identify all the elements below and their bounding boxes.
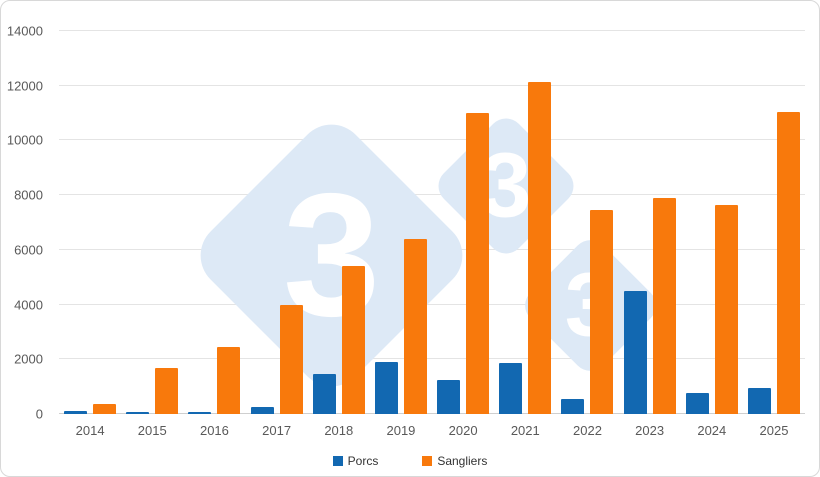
- bar-group-2023: 2023: [619, 31, 681, 438]
- gridline: [59, 30, 805, 31]
- legend: Porcs Sangliers: [1, 454, 819, 468]
- bar-sangliers-2025: [776, 111, 800, 414]
- legend-swatch: [332, 456, 343, 466]
- bar-porcs-2015: [126, 412, 150, 414]
- bar-sangliers-2021: [528, 81, 552, 414]
- legend-label: Sangliers: [437, 454, 488, 468]
- x-axis-label: 2014: [75, 423, 105, 438]
- y-axis-label: 10000: [6, 132, 43, 148]
- bar-group-2017: 2017: [246, 31, 308, 438]
- bar-group-2015: 2015: [121, 31, 183, 438]
- bar-group-2025: 2025: [743, 31, 805, 438]
- bar-porcs-2024: [685, 392, 709, 414]
- bar-porcs-2014: [64, 411, 88, 414]
- bar-porcs-2019: [374, 362, 398, 414]
- gridline: [59, 303, 805, 305]
- bar-sangliers-2018: [341, 266, 365, 414]
- y-axis-label: 12000: [6, 78, 43, 94]
- bar-group-2022: 2022: [556, 31, 618, 438]
- x-axis-label: 2015: [137, 423, 167, 438]
- y-axis-label: 4000: [14, 297, 43, 313]
- bar-groups: 2014 2015 2016 2017 2018 2019 2020 2021 2022 2023…: [59, 31, 805, 438]
- bar-sangliers-2019: [403, 238, 427, 414]
- legend-item-porcs: Porcs: [332, 454, 379, 468]
- bar-sangliers-2020: [466, 113, 490, 414]
- y-axis: 0 2000 4000 6000 8000 10000 12000 14000: [1, 24, 51, 422]
- bar-group-2014: 2014: [59, 31, 121, 438]
- bar-group-2024: 2024: [681, 31, 743, 438]
- bar-porcs-2018: [312, 374, 336, 414]
- gridline: [59, 194, 805, 196]
- x-axis-label: 2016: [199, 423, 229, 438]
- y-axis-label: 8000: [14, 187, 43, 203]
- bar-group-2016: 2016: [183, 31, 245, 438]
- bar-porcs-2021: [499, 362, 523, 414]
- bar-porcs-2023: [623, 290, 647, 414]
- gridline: [59, 358, 805, 360]
- bar-sangliers-2016: [217, 346, 241, 414]
- gridline: [59, 139, 805, 141]
- x-axis-label: 2020: [448, 423, 478, 438]
- x-axis-label: 2019: [386, 423, 416, 438]
- x-axis-label: 2023: [635, 423, 665, 438]
- legend-swatch: [422, 456, 433, 466]
- y-axis-label: 0: [35, 406, 43, 422]
- y-axis-label: 6000: [14, 242, 43, 258]
- x-axis-label: 2018: [324, 423, 354, 438]
- bar-porcs-2025: [747, 388, 771, 414]
- bar-porcs-2017: [250, 406, 274, 414]
- bar-sangliers-2015: [155, 367, 179, 414]
- bar-porcs-2020: [437, 379, 461, 414]
- bar-sangliers-2014: [93, 404, 117, 414]
- x-axis-label: 2021: [510, 423, 540, 438]
- bar-porcs-2022: [561, 398, 585, 414]
- gridline: [59, 84, 805, 86]
- bar-group-2018: 2018: [308, 31, 370, 438]
- bar-sangliers-2022: [590, 210, 614, 414]
- y-axis-label: 14000: [6, 23, 43, 39]
- bar-porcs-2016: [188, 411, 212, 414]
- bar-sangliers-2024: [714, 204, 738, 414]
- x-axis-label: 2024: [697, 423, 727, 438]
- bar-sangliers-2017: [279, 304, 303, 414]
- x-axis-label: 2025: [759, 423, 789, 438]
- plot-area: 2014 2015 2016 2017 2018 2019 2020 2021 2022 2023…: [59, 30, 805, 438]
- bar-group-2021: 2021: [494, 31, 556, 438]
- x-axis-label: 2017: [262, 423, 292, 438]
- legend-label: Porcs: [347, 454, 379, 468]
- y-axis-label: 2000: [14, 351, 43, 367]
- x-axis-label: 2022: [573, 423, 602, 438]
- bar-group-2019: 2019: [370, 31, 432, 438]
- bar-sangliers-2023: [652, 197, 676, 414]
- bar-group-2020: 2020: [432, 31, 494, 438]
- legend-item-sangliers: Sangliers: [422, 454, 487, 468]
- gridline: [59, 413, 805, 414]
